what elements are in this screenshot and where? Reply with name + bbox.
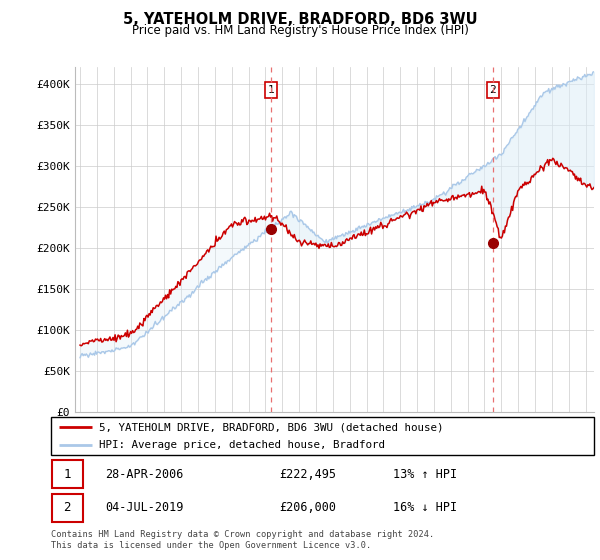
Text: Price paid vs. HM Land Registry's House Price Index (HPI): Price paid vs. HM Land Registry's House … (131, 24, 469, 37)
Text: 5, YATEHOLM DRIVE, BRADFORD, BD6 3WU: 5, YATEHOLM DRIVE, BRADFORD, BD6 3WU (122, 12, 478, 27)
Text: 16% ↓ HPI: 16% ↓ HPI (393, 501, 457, 515)
Text: HPI: Average price, detached house, Bradford: HPI: Average price, detached house, Brad… (99, 440, 385, 450)
FancyBboxPatch shape (52, 494, 83, 522)
Text: 2: 2 (64, 501, 71, 515)
Text: Contains HM Land Registry data © Crown copyright and database right 2024.
This d: Contains HM Land Registry data © Crown c… (51, 530, 434, 550)
Text: 5, YATEHOLM DRIVE, BRADFORD, BD6 3WU (detached house): 5, YATEHOLM DRIVE, BRADFORD, BD6 3WU (de… (99, 422, 443, 432)
Text: 1: 1 (64, 468, 71, 481)
Text: 13% ↑ HPI: 13% ↑ HPI (393, 468, 457, 481)
FancyBboxPatch shape (52, 460, 83, 488)
Text: £222,495: £222,495 (279, 468, 336, 481)
Text: 04-JUL-2019: 04-JUL-2019 (106, 501, 184, 515)
Text: 2: 2 (490, 85, 496, 95)
Text: 1: 1 (268, 85, 274, 95)
Text: 28-APR-2006: 28-APR-2006 (106, 468, 184, 481)
Text: £206,000: £206,000 (279, 501, 336, 515)
